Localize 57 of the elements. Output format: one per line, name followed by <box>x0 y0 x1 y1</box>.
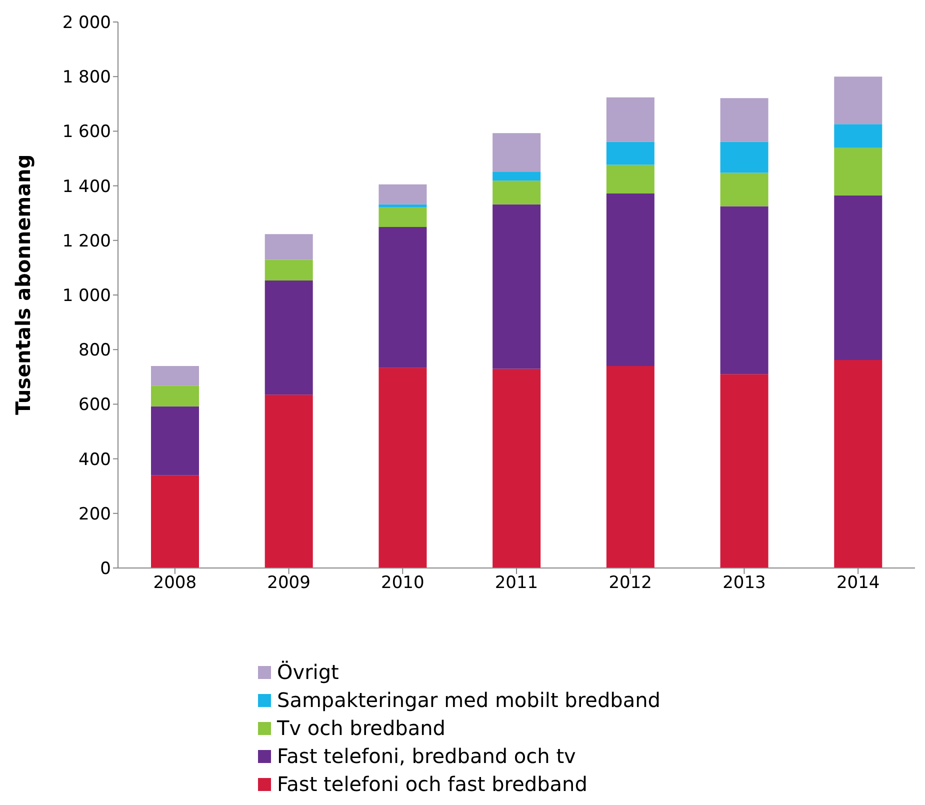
y-tick-label: 600 <box>78 395 111 416</box>
bar <box>720 98 768 142</box>
bar <box>834 124 882 148</box>
bar <box>606 97 654 142</box>
y-axis-title: Tusentals abonnemang <box>11 154 36 415</box>
bar <box>720 172 768 206</box>
bar <box>492 180 541 204</box>
bar <box>606 193 654 366</box>
bar <box>264 394 313 568</box>
bar <box>720 374 768 568</box>
bar <box>492 133 541 172</box>
bar <box>492 204 541 369</box>
bar <box>264 280 313 395</box>
x-tick-label: 2010 <box>381 573 424 594</box>
x-tick-label: 2013 <box>722 573 766 594</box>
bar <box>606 366 654 568</box>
y-tick-label: 1 400 <box>62 176 111 197</box>
y-tick-label: 0 <box>100 559 111 580</box>
x-tick-label: 2012 <box>608 573 652 594</box>
y-tick-label: 1 600 <box>62 122 111 142</box>
legend-label: Övrigt <box>277 660 339 684</box>
bar <box>834 360 882 568</box>
bar <box>378 207 427 228</box>
y-tick-label: 400 <box>78 450 111 470</box>
bar <box>378 227 427 368</box>
bar <box>378 204 427 208</box>
bar <box>151 406 199 476</box>
bar <box>151 386 199 406</box>
bar <box>720 206 768 374</box>
legend-label: Sampakteringar med mobilt bredband <box>277 688 660 712</box>
y-tick-label: 1 200 <box>62 231 111 252</box>
bar <box>492 368 541 568</box>
bar <box>606 142 654 165</box>
legend-label: Fast telefoni, bredband och tv <box>277 744 576 768</box>
legend-label: Tv och bredband <box>277 716 446 740</box>
bar <box>834 76 882 124</box>
y-tick-label: 1 800 <box>62 68 111 88</box>
bar <box>264 234 313 260</box>
y-tick-label: 200 <box>78 504 111 524</box>
x-tick-label: 2009 <box>267 573 310 594</box>
bar <box>606 164 654 194</box>
bar <box>834 195 882 360</box>
bar <box>720 142 768 173</box>
bar <box>378 368 427 568</box>
bar <box>834 148 882 196</box>
bar <box>492 172 541 181</box>
y-tick-label: 1 000 <box>62 286 111 306</box>
bar <box>151 475 199 568</box>
y-tick-label: 2 000 <box>62 13 111 34</box>
bar <box>151 366 199 386</box>
bar <box>378 184 427 204</box>
y-tick-label: 800 <box>78 340 111 361</box>
bar <box>264 260 313 281</box>
legend-label: Fast telefoni och fast bredband <box>277 772 588 796</box>
x-tick-label: 2014 <box>836 573 880 594</box>
x-tick-label: 2011 <box>494 573 538 594</box>
x-tick-label: 2008 <box>153 573 197 594</box>
